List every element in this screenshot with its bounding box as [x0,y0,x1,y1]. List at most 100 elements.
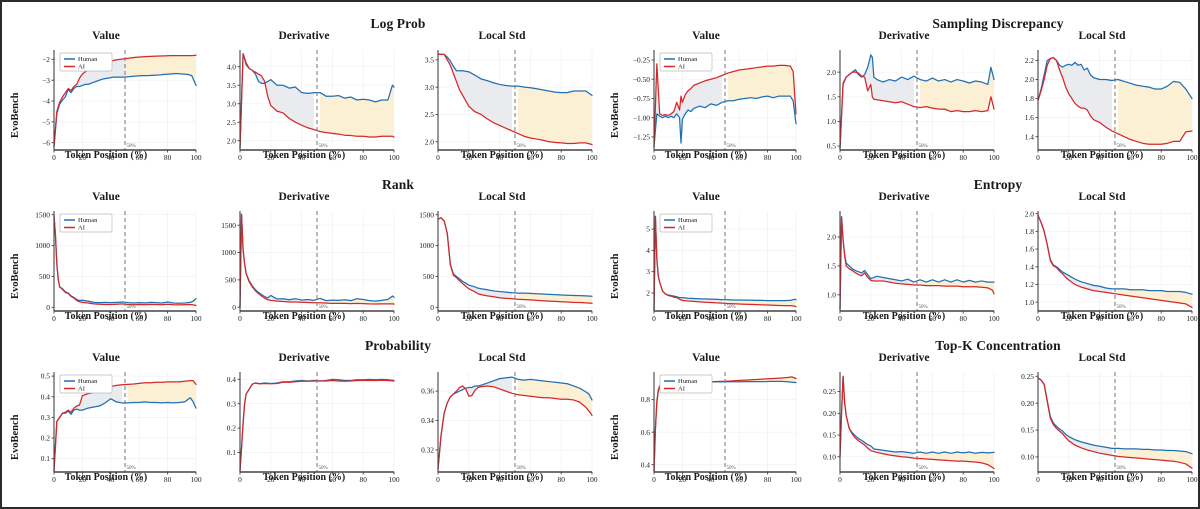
svg-text:60: 60 [136,314,144,323]
svg-text:40: 40 [107,314,115,323]
svg-text:100: 100 [988,475,999,484]
svg-text:80: 80 [1158,153,1166,162]
svg-text:80: 80 [558,153,566,162]
svg-text:40: 40 [298,153,306,162]
panel-logprob-derivative: Derivative 50% 0 20 40 60 80 100 2.0 2.5 3.0 3.5 4.0… [206,30,402,176]
svg-text:0: 0 [838,314,842,323]
svg-text:0.8: 0.8 [641,395,651,404]
x-axis-label-rank-value: Token Position (%) [64,311,148,322]
svg-text:5: 5 [646,225,650,234]
chart-probability-localstd: 50% 0 20 40 60 80 100 0.32 0.34 0.36 [421,372,598,484]
svg-text:40: 40 [107,153,115,162]
svg-text:0: 0 [232,303,236,312]
svg-text:−1.00: −1.00 [633,113,650,122]
panel-title-sampdisc-value: Value [692,30,720,42]
series-human [437,53,593,96]
svg-text:0: 0 [436,314,440,323]
svg-text:100: 100 [790,153,801,162]
legend-label-ai: AI [678,64,685,71]
plot-area-rank-value: 50% 0 20 40 60 80 100 0 500 1000 1500 Human AI [8,205,204,337]
x-axis-label-sampdisc-derivative: Token Position (%) [862,150,946,161]
svg-text:−0.50: −0.50 [633,75,650,84]
svg-text:0: 0 [652,314,656,323]
svg-text:60: 60 [1127,314,1135,323]
panel-entropy-localstd: Local Std 50% 0 20 40 60 80 100 1.0 1.2 1.4 1.6 1.8 2… [1004,191,1200,337]
svg-text:20: 20 [267,475,275,484]
svg-text:0.15: 0.15 [1021,426,1034,435]
svg-text:60: 60 [136,153,144,162]
svg-text:−2: −2 [42,55,50,64]
svg-text:2.0: 2.0 [827,68,837,77]
series-ai [839,71,995,150]
svg-text:80: 80 [1158,475,1166,484]
x-axis-label-topk-localstd: Token Position (%) [1060,472,1144,483]
panel-probability-localstd: Local Std 50% 0 20 40 60 80 100 0.32 0.34 0.36 Toke… [404,352,600,498]
svg-text:80: 80 [1158,314,1166,323]
svg-text:−0.25: −0.25 [633,56,650,65]
half-position-label: 50% [127,144,136,149]
y-axis-label-entropy-value: EvoBench [610,253,621,299]
svg-text:20: 20 [1065,475,1073,484]
svg-text:80: 80 [558,314,566,323]
svg-text:2.2: 2.2 [1025,56,1035,65]
svg-text:0.20: 0.20 [1021,399,1034,408]
half-position-label: 50% [727,466,736,471]
svg-text:0: 0 [1036,314,1040,323]
chart-logprob-localstd: 50% 0 20 40 60 80 100 2.0 2.5 3.0 3.5 [425,50,598,162]
svg-text:40: 40 [707,475,715,484]
svg-text:100: 100 [586,153,597,162]
svg-text:500: 500 [39,272,50,281]
series-ai [239,53,395,149]
panel-title-sampdisc-localstd: Local Std [1078,30,1126,42]
panel-topk-localstd: Local Std 50% 0 20 40 60 80 100 0.10 0.15 0.20 0.25… [1004,352,1200,498]
svg-text:80: 80 [360,475,368,484]
series-ai [1037,377,1193,469]
svg-text:100: 100 [388,475,399,484]
panel-topk-derivative: Derivative 50% 0 20 40 60 80 100 0.10 0.15 0.20 0.2… [806,352,1002,498]
svg-text:0: 0 [52,153,56,162]
svg-text:100: 100 [388,314,399,323]
svg-text:2.0: 2.0 [425,137,435,146]
x-axis-label-rank-derivative: Token Position (%) [262,311,346,322]
x-axis-label-logprob-localstd: Token Position (%) [460,150,544,161]
svg-text:40: 40 [1096,314,1104,323]
plot-area-rank-localstd: 50% 0 20 40 60 80 100 0 500 1000 1500 [404,205,600,337]
x-axis-label-rank-localstd: Token Position (%) [460,311,544,322]
svg-text:0.3: 0.3 [41,413,51,422]
chart-sampdisc-value: 50% 0 20 40 60 80 100 −1.25 −1.00 −0.75 −0.50 −0.25… [633,50,802,162]
x-axis-label-sampdisc-value: Token Position (%) [664,150,748,161]
svg-text:500: 500 [225,275,236,284]
half-position-label: 50% [727,144,736,149]
chart-entropy-localstd: 50% 0 20 40 60 80 100 1.0 1.2 1.4 1.6 1.8 2.0 [1025,209,1198,323]
svg-text:80: 80 [960,314,968,323]
svg-text:80: 80 [764,475,772,484]
svg-text:2.0: 2.0 [1025,209,1035,218]
figure-row-2: Rank Value 50% 0 20 40 60 80 100 0 500 1000 1500 Hum… [2,177,1200,337]
chart-probability-derivative: 50% 0 20 40 60 80 100 0.1 0.2 0.3 0.4 [227,372,400,484]
svg-text:0.34: 0.34 [421,416,434,425]
x-axis-label-entropy-value: Token Position (%) [664,311,748,322]
svg-text:0.5: 0.5 [827,142,837,151]
svg-text:2.0: 2.0 [827,233,837,242]
svg-text:0: 0 [436,153,440,162]
series-ai [239,213,395,308]
svg-text:40: 40 [298,475,306,484]
legend-label-human: Human [678,56,698,63]
y-axis-label-topk-value: EvoBench [610,414,621,460]
plot-area-entropy-localstd: 50% 0 20 40 60 80 100 1.0 1.2 1.4 1.6 1.8 2.0 [1004,205,1200,337]
series-ai [653,63,797,148]
x-axis-label-sampdisc-localstd: Token Position (%) [1060,150,1144,161]
figure-row-3: Probability Value 50% 0 20 40 60 80 100 0.1 0.2 0.… [2,338,1200,498]
svg-text:100: 100 [1186,153,1197,162]
plot-area-probability-localstd: 50% 0 20 40 60 80 100 0.32 0.34 0.36 [404,366,600,498]
panel-title-entropy-localstd: Local Std [1078,191,1126,203]
series-human [437,217,593,297]
svg-text:20: 20 [79,475,87,484]
x-axis-label-entropy-localstd: Token Position (%) [1060,311,1144,322]
chart-entropy-derivative: 50% 0 20 40 60 80 100 1.0 1.5 2.0 [827,211,1000,323]
half-position-label: 50% [919,466,928,471]
svg-text:0.25: 0.25 [1021,372,1034,381]
group-title-topk-concentration: Top-K Concentration [935,338,1061,353]
